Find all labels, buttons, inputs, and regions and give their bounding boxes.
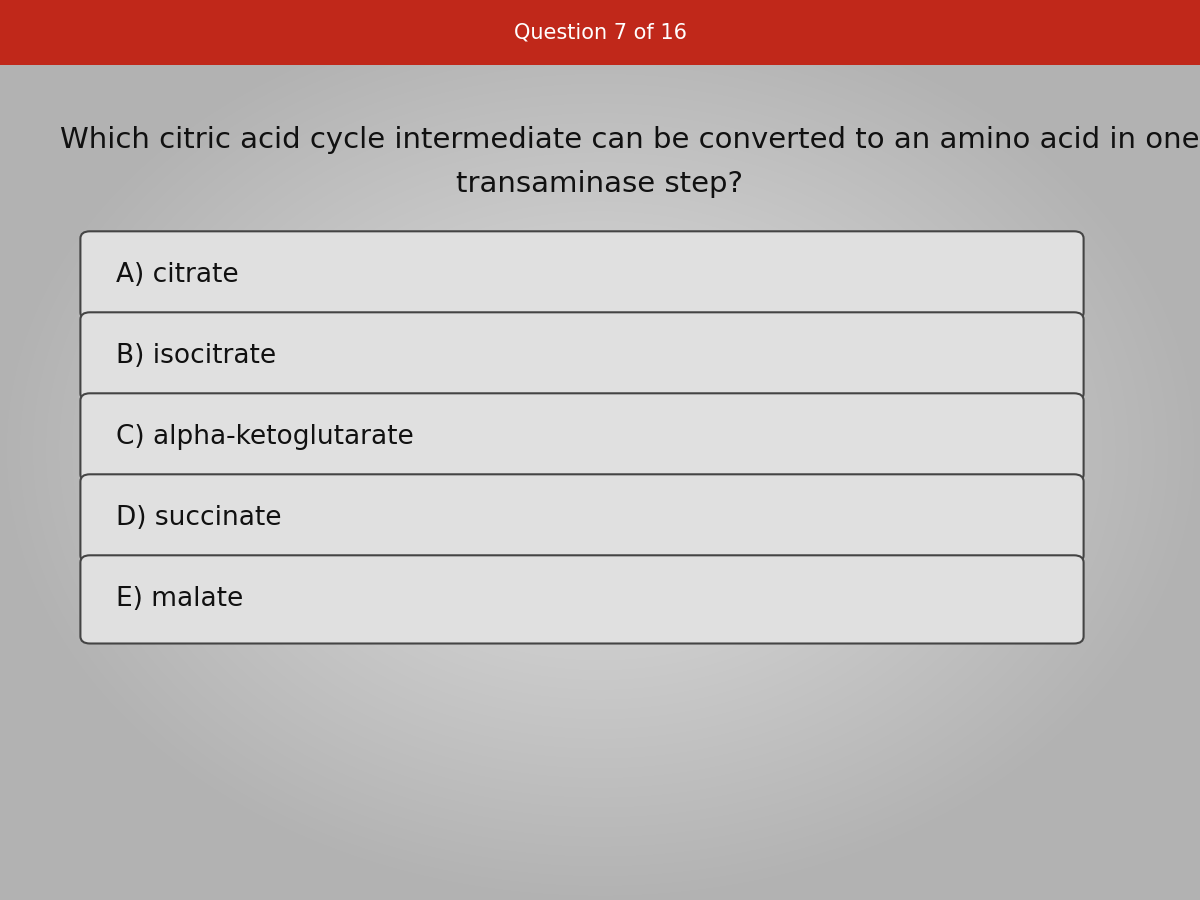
Text: E) malate: E) malate (116, 587, 244, 612)
FancyBboxPatch shape (80, 312, 1084, 400)
Text: A) citrate: A) citrate (116, 263, 239, 288)
Text: Question 7 of 16: Question 7 of 16 (514, 22, 686, 42)
Text: C) alpha-ketoglutarate: C) alpha-ketoglutarate (116, 425, 414, 450)
FancyBboxPatch shape (80, 474, 1084, 562)
FancyBboxPatch shape (80, 555, 1084, 643)
Text: B) isocitrate: B) isocitrate (116, 344, 276, 369)
FancyBboxPatch shape (0, 0, 1200, 65)
FancyBboxPatch shape (80, 393, 1084, 482)
Text: D) succinate: D) succinate (116, 506, 282, 531)
Text: Which citric acid cycle intermediate can be converted to an amino acid in one: Which citric acid cycle intermediate can… (60, 125, 1200, 154)
Text: transaminase step?: transaminase step? (456, 170, 744, 199)
FancyBboxPatch shape (80, 231, 1084, 320)
